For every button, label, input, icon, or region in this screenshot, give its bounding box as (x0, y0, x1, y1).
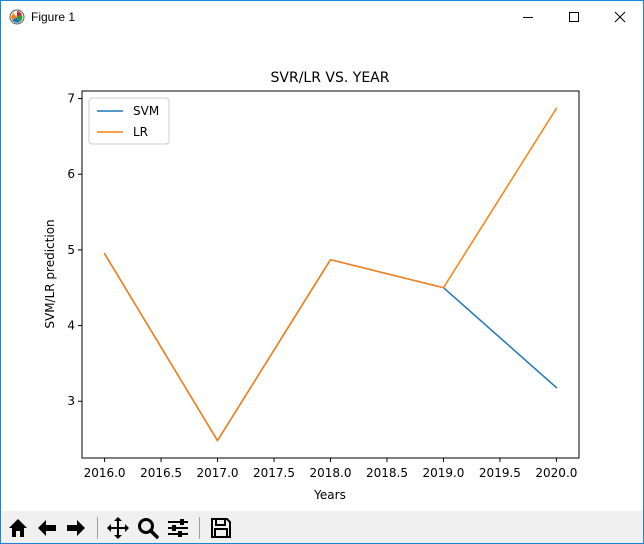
toolbar-separator (97, 517, 98, 539)
axes-frame (81, 90, 580, 459)
x-tick-label: 2020.0 (535, 466, 577, 480)
y-tick-label: 6 (67, 167, 75, 181)
matplotlib-app-icon (9, 9, 25, 25)
legend: SVM LR (88, 97, 170, 145)
save-button[interactable] (208, 515, 234, 541)
maximize-icon (569, 12, 579, 22)
y-axis-label: SVM/LR prediction (43, 219, 57, 328)
legend-label-lr: LR (133, 125, 148, 139)
arrow-right-icon (67, 520, 85, 536)
y-tick-label: 5 (67, 243, 75, 257)
window-title: Figure 1 (31, 10, 76, 24)
toolbar-separator (199, 517, 200, 539)
x-tick-label: 2017.0 (197, 466, 239, 480)
x-tick-label: 2018.0 (310, 466, 352, 480)
chart-title: SVR/LR VS. YEAR (271, 70, 390, 86)
home-icon (9, 519, 27, 537)
floppy-disk-icon (211, 518, 231, 538)
series-line-lr (103, 107, 558, 442)
back-button[interactable] (34, 515, 60, 541)
configure-subplots-button[interactable] (165, 515, 191, 541)
legend-label-svm: SVM (133, 104, 159, 118)
x-tick-label: 2016.0 (84, 466, 126, 480)
maximize-button[interactable] (551, 1, 597, 33)
home-button[interactable] (5, 515, 31, 541)
title-bar[interactable]: Figure 1 (1, 1, 643, 33)
minimize-button[interactable] (505, 1, 551, 33)
close-button[interactable] (597, 1, 643, 33)
close-icon (614, 11, 626, 23)
x-axis-label: Years (313, 488, 346, 502)
x-tick-label: 2017.5 (253, 466, 295, 480)
move-icon (107, 517, 129, 539)
y-tick-label: 3 (67, 394, 75, 408)
line-chart: SVR/LR VS. YEAR 2016.0 2016.5 2017.0 2017.5… (43, 70, 580, 502)
forward-button[interactable] (63, 515, 89, 541)
x-tick-label: 2018.5 (366, 466, 408, 480)
figure-canvas[interactable]: SVR/LR VS. YEAR 2016.0 2016.5 2017.0 2017.5… (1, 33, 643, 511)
y-tick-label: 4 (67, 319, 75, 333)
sliders-icon (168, 519, 188, 537)
pan-button[interactable] (105, 515, 131, 541)
zoom-button[interactable] (135, 515, 161, 541)
y-tick-label: 7 (67, 92, 75, 106)
x-tick-label: 2019.5 (479, 466, 521, 480)
minimize-icon (523, 17, 533, 18)
navigation-toolbar (1, 511, 643, 543)
x-tick-label: 2019.0 (422, 466, 464, 480)
arrow-left-icon (38, 520, 56, 536)
x-tick-label: 2016.5 (140, 466, 182, 480)
magnifier-icon (138, 518, 159, 539)
